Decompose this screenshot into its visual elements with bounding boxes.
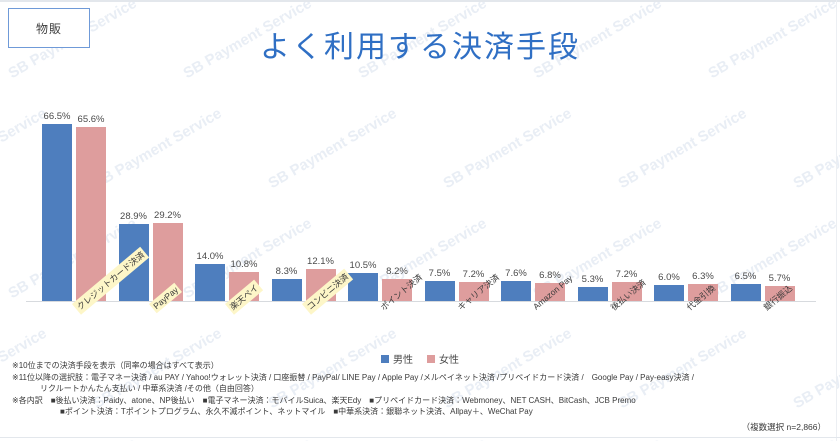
bar-value-label: 6.3% (692, 271, 714, 283)
legend-label-male: 男性 (393, 355, 413, 366)
bar-male[interactable]: 7.6% (501, 268, 531, 301)
bottom-divider (0, 437, 840, 438)
legend-item-male[interactable]: 男性 (381, 351, 413, 366)
bar-rect[interactable] (382, 279, 412, 301)
bar-male[interactable]: 8.3% (271, 266, 302, 301)
bar-male[interactable]: 5.3% (577, 274, 608, 301)
bar-female[interactable]: 6.3% (688, 271, 718, 301)
bar-male[interactable]: 10.5% (348, 260, 378, 301)
bar-male[interactable]: 6.0% (654, 272, 684, 301)
bar-group: 10.5% 8.2% (348, 260, 412, 301)
bar-group: 7.6% 6.8% (501, 268, 565, 301)
bar-rect[interactable] (195, 263, 225, 301)
bar-rect[interactable] (76, 126, 106, 301)
bar-value-label: 8.2% (386, 266, 408, 278)
bar-female[interactable]: 8.2% (382, 266, 412, 301)
bar-group: 5.3% 7.2% (577, 269, 642, 301)
footnotes: ※10位までの決済手段を表示（同率の場合はすべて表示） ※11位以降の選択肢：電… (12, 360, 828, 418)
bar-rect[interactable] (348, 273, 378, 301)
top-divider (0, 0, 840, 2)
footnote-line-1: ※10位までの決済手段を表示（同率の場合はすべて表示） (12, 361, 219, 370)
bar-value-label: 5.7% (768, 272, 791, 284)
bar-rect[interactable] (424, 281, 455, 301)
bar-male[interactable]: 66.5% (42, 111, 72, 301)
bar-value-label: 7.6% (505, 267, 527, 279)
chart-legend: 男性 女性 (0, 351, 840, 366)
bar-value-label: 10.5% (349, 260, 377, 272)
legend-swatch-female-icon (427, 354, 435, 363)
footnote-line-3: ※各内訳 ■後払い決済：Paidy、atone、NP後払い ■電子マネー決済：モ… (12, 395, 636, 405)
bar-group: 66.5% 65.6% (42, 111, 106, 301)
legend-label-female: 女性 (439, 355, 459, 366)
footnote-line-4: ■ポイント決済：Tポイントプログラム、永久不滅ポイント、ネットマイル ■中華系決… (60, 407, 533, 417)
footnote-line-2: ※11位以降の選択肢：電子マネー決済 / au PAY / Yahoo!ウォレッ… (12, 372, 694, 382)
bar-value-label: 14.0% (196, 250, 224, 262)
bar-rect[interactable] (611, 281, 642, 301)
bar-male[interactable]: 14.0% (195, 251, 225, 301)
bar-value-label: 7.5% (428, 268, 451, 280)
bar-value-label: 7.2% (462, 268, 485, 280)
page-title: よく利用する決済手段 (260, 31, 580, 64)
bar-rect[interactable] (458, 281, 489, 301)
bar-rect[interactable] (688, 284, 718, 301)
category-tab-butsuhan[interactable]: 物販 (8, 8, 90, 48)
bar-value-label: 8.3% (275, 265, 298, 277)
bar-value-label: 28.9% (120, 211, 147, 223)
footnote-line-2b: リクルートかんたん支払い / 中華系決済 /その他（自由回答） (40, 384, 259, 394)
bar-group: 6.0% 6.3% (654, 271, 718, 301)
bar-male[interactable]: 7.5% (424, 268, 455, 301)
x-axis-labels: クレジットカード決済 PayPay 楽天ペイ コンビニ決済 ポイント決済 キャリア決済 Am… (26, 246, 816, 350)
bar-chart-plot: 66.5% 65.6% 28.9% 29.2% 14.0% 10.8% 8.3% 12.1% 1… (26, 111, 816, 302)
bar-female[interactable]: 65.6% (76, 114, 106, 301)
bar-value-label: 65.6% (77, 113, 105, 125)
bar-female[interactable]: 6.8% (535, 270, 565, 301)
legend-swatch-male-icon (381, 354, 389, 363)
bar-value-label: 10.8% (230, 259, 258, 271)
bar-rect[interactable] (577, 286, 608, 301)
right-divider (836, 0, 837, 441)
bar-female[interactable]: 7.2% (611, 269, 642, 301)
bar-value-label: 6.8% (539, 269, 561, 281)
bar-group: 7.5% 7.2% (424, 268, 489, 301)
bar-value-label: 6.5% (734, 270, 757, 282)
bar-female[interactable]: 7.2% (458, 269, 489, 301)
bar-female[interactable]: 5.7% (764, 273, 795, 301)
bar-rect[interactable] (42, 124, 72, 301)
bar-rect[interactable] (654, 285, 684, 301)
category-tab-label: 物販 (35, 21, 62, 36)
bar-rect[interactable] (535, 282, 565, 301)
bar-value-label: 12.1% (307, 255, 334, 267)
bar-rect[interactable] (764, 285, 795, 301)
bar-rect[interactable] (271, 278, 302, 301)
bar-value-label: 5.3% (581, 273, 604, 285)
bar-value-label: 7.2% (615, 268, 638, 280)
bar-value-label: 66.5% (43, 111, 71, 123)
bar-male[interactable]: 6.5% (730, 271, 761, 301)
bar-rect[interactable] (501, 280, 531, 301)
bar-group: 6.5% 5.7% (730, 271, 795, 301)
sample-size-note: （複数選択 n=2,866） (741, 422, 826, 432)
bar-value-label: 29.2% (154, 210, 181, 222)
chart-baseline (26, 301, 816, 302)
legend-item-female[interactable]: 女性 (427, 351, 459, 366)
bar-rect[interactable] (730, 283, 761, 301)
bar-value-label: 6.0% (658, 272, 680, 284)
